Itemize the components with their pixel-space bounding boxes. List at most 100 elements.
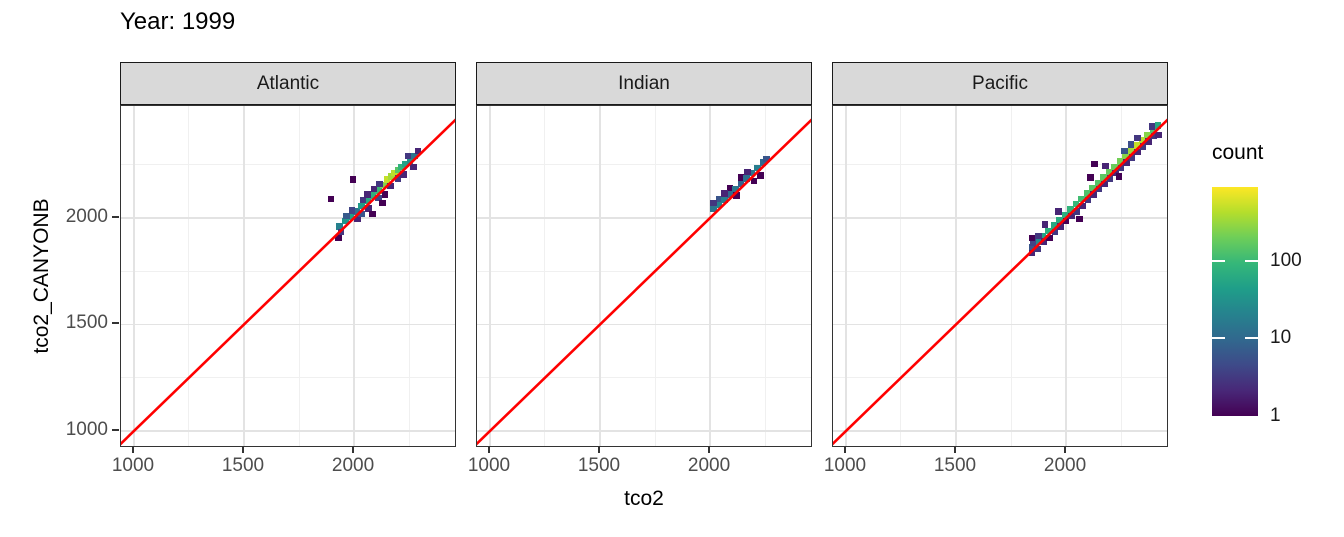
bin2d-cell — [1127, 147, 1135, 155]
bin2d-cell — [383, 176, 391, 183]
gridline-major-h — [477, 430, 811, 432]
bin2d-cell — [1057, 223, 1064, 230]
gridline-major-h — [477, 217, 811, 219]
bin2d-cell — [750, 177, 758, 184]
x-axis-indian: 1000 1500 2000 — [468, 447, 812, 481]
bin2d-cell — [1155, 131, 1162, 139]
x-tick-mark — [1064, 447, 1067, 453]
identity-reference-line — [121, 118, 455, 446]
bin2d-cell — [1089, 184, 1096, 192]
bin2d-cell — [763, 155, 771, 162]
y-tick-label: 1000 — [65, 418, 108, 440]
gridline-major-v — [243, 106, 245, 446]
bin2d-cell — [1075, 215, 1083, 223]
bin2d-cell — [1145, 138, 1152, 145]
gridline-major-h — [833, 323, 1167, 326]
gridline-minor-h — [477, 377, 811, 379]
bin2d-cell — [1139, 143, 1147, 150]
bin2d-cell — [411, 153, 418, 160]
x-tick-label: 2000 — [331, 455, 375, 476]
gridline-minor-h — [833, 377, 1167, 379]
bin2d-cell — [1090, 191, 1097, 198]
bin2d-cell — [1116, 158, 1124, 165]
bin2d-cell — [1061, 211, 1069, 218]
bin2d-cell — [1123, 159, 1130, 166]
x-tick-label: 2000 — [1043, 455, 1087, 476]
bin2d-cell — [1150, 132, 1158, 140]
bin2d-cell — [715, 201, 723, 208]
bin2d-cell — [400, 171, 407, 178]
bin2d-cell — [1122, 153, 1129, 160]
bin2d-cell — [743, 175, 750, 182]
gridline-major-h — [477, 323, 811, 326]
bin2d-cell — [1106, 175, 1114, 182]
bin2d-cell — [1051, 228, 1059, 236]
x-axis-title: tco2 — [624, 487, 664, 510]
x-tick-mark — [242, 447, 244, 453]
y-tick-label: 2000 — [65, 206, 108, 227]
bin2d-cell — [352, 208, 360, 215]
bin2d-cell — [1034, 245, 1041, 253]
bin2d-cell — [359, 196, 367, 204]
bin2d-cell — [1028, 235, 1036, 242]
bin2d-cell — [1067, 206, 1074, 213]
bin2d-cell — [1100, 174, 1107, 181]
bin2d-cell — [1086, 174, 1094, 181]
legend-tick-label-10: 10 — [1270, 327, 1292, 348]
gridline-minor-v — [1120, 106, 1122, 446]
bin2d-cell — [1028, 249, 1036, 257]
bin2d-cell — [1050, 222, 1058, 229]
y-axis-title: tco2_CANYONB — [30, 198, 53, 354]
bin2d-cell — [757, 172, 764, 179]
bin2d-cell — [1084, 196, 1092, 204]
bin2d-cell — [1102, 162, 1109, 170]
panel-indian — [476, 105, 812, 447]
y-tick-label: 1500 — [65, 312, 108, 334]
bin2d-cell — [414, 147, 422, 155]
bin2d-cell — [348, 207, 356, 214]
bin2d-cell — [1101, 180, 1108, 188]
bin2d-cell — [1148, 123, 1156, 130]
bin2d-cell — [1144, 131, 1151, 139]
bin2d-cell — [754, 164, 761, 172]
bin2d-cell — [369, 192, 377, 199]
identity-reference-line — [477, 118, 811, 446]
identity-reference-line — [833, 118, 1167, 446]
y-tick-mark — [112, 216, 119, 218]
bin2d-cell — [387, 182, 394, 190]
gridline-minor-h — [833, 164, 1167, 166]
bin2d-cell — [1154, 122, 1162, 129]
gridline-minor-v — [408, 106, 410, 446]
bin2d-cell — [358, 210, 366, 217]
bin2d-cell — [374, 187, 382, 194]
facet-strip-label: Indian — [618, 72, 670, 94]
bin2d-cell — [363, 191, 371, 198]
bin2d-cell — [1056, 216, 1063, 224]
bin2d-cell — [737, 174, 745, 181]
gridline-minor-h — [121, 164, 455, 166]
y-tick-mark — [112, 322, 119, 325]
x-tick-mark — [598, 447, 600, 453]
bin2d-cell — [1079, 203, 1086, 210]
legend-tick-mark — [1212, 259, 1225, 262]
gridline-minor-v — [900, 106, 902, 446]
gridline-major-v — [1065, 106, 1067, 446]
bin2d-cell — [1091, 160, 1098, 167]
bin2d-cell — [1134, 134, 1141, 142]
bin2d-cell — [358, 203, 366, 210]
bin2d-cell — [1039, 232, 1047, 240]
bin2d-cell — [1127, 141, 1135, 148]
legend-tick-mark — [1212, 337, 1225, 340]
bin2d-cell — [1029, 239, 1037, 246]
bin2d-cell — [388, 173, 395, 180]
bin2d-cell — [327, 195, 335, 203]
bin2d-cell — [349, 176, 357, 183]
gridline-major-v — [845, 106, 847, 446]
bin2d-cell — [744, 169, 751, 176]
bin2d-cell — [379, 199, 386, 207]
gridline-minor-v — [298, 106, 300, 446]
bin2d-cell — [1105, 169, 1113, 176]
bin2d-cell — [1121, 147, 1128, 155]
bin2d-cell — [1111, 163, 1118, 171]
gridline-major-v — [489, 106, 491, 446]
